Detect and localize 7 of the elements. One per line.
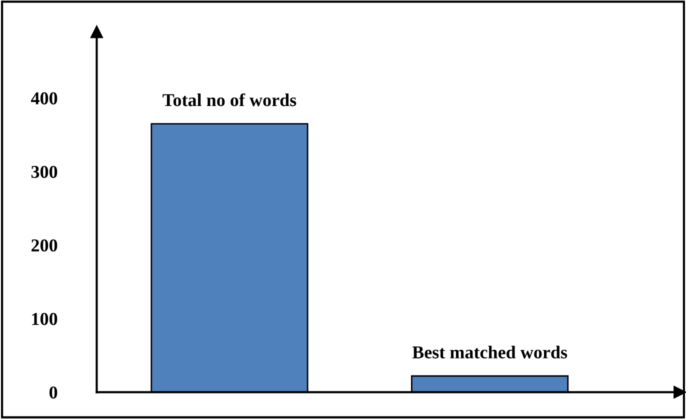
y-tick-label: 300 (31, 166, 58, 178)
y-tick-label: 100 (32, 312, 58, 326)
y-tick-label: 400 (31, 92, 58, 104)
x-tick-label: Best matched words (412, 346, 568, 358)
y-tick-label: 0 (50, 386, 58, 399)
x-tick-label: Total no of words (162, 93, 296, 106)
y-tick-label: 200 (32, 239, 58, 252)
